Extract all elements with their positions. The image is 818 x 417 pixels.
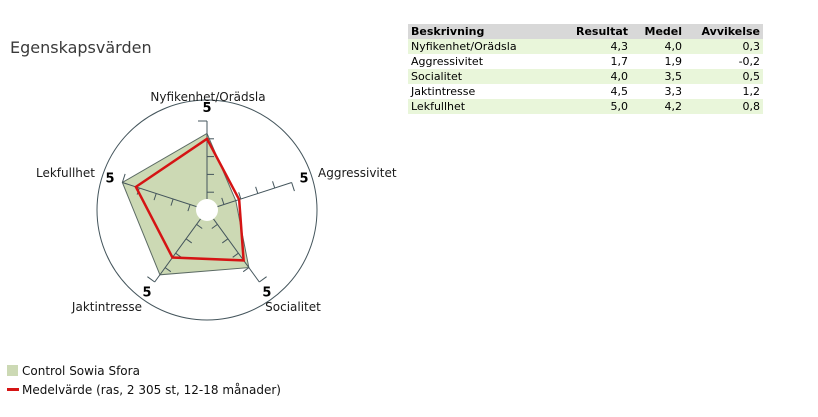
- table-row: Socialitet 4,0 3,5 0,5: [408, 69, 764, 84]
- axis-max-label: 5: [299, 171, 308, 186]
- axis-label: Jaktintresse: [71, 300, 142, 314]
- axis-max-label: 5: [262, 286, 271, 301]
- column-header-beskrivning: Beskrivning: [411, 25, 485, 38]
- radar-chart: 55555Nyfikenhet/OrädslaAggressivitetSoci…: [36, 90, 397, 321]
- row-label: Aggressivitet: [411, 55, 484, 68]
- axis-tick: [153, 193, 157, 201]
- axis-label: Socialitet: [265, 300, 321, 314]
- table-row: Nyfikenhet/Orädsla 4,3 4,0 0,3: [408, 39, 764, 54]
- axis-label: Lekfullhet: [36, 166, 95, 180]
- table-body: Nyfikenhet/Orädsla 4,3 4,0 0,3 Aggressivitet…: [408, 39, 764, 114]
- chart-legend: Control Sowia Sfora Medelvärde (ras, 2 3…: [7, 363, 281, 401]
- axis-tick: [272, 181, 276, 189]
- area-swatch-icon: [7, 365, 18, 376]
- row-value: 1,2: [742, 85, 761, 98]
- row-value: 1,9: [664, 55, 683, 68]
- axis-end-cap: [291, 182, 295, 192]
- row-value: 0,8: [742, 100, 761, 113]
- row-value: -0,2: [738, 55, 761, 68]
- column-header-resultat: Resultat: [576, 25, 629, 38]
- axis-end-cap: [121, 173, 126, 183]
- legend-label: Control Sowia Sfora: [22, 363, 140, 378]
- axis-end-cap: [259, 276, 267, 283]
- row-label: Lekfullhet: [411, 100, 466, 113]
- radar-outer-circle: [96, 99, 318, 321]
- row-value: 0,3: [742, 40, 761, 53]
- row-label: Nyfikenhet/Orädsla: [411, 40, 517, 53]
- axis-tick: [170, 198, 174, 206]
- table-row: Jaktintresse 4,5 3,3 1,2: [408, 84, 764, 99]
- radar-axis: [154, 218, 201, 283]
- row-value: 4,0: [664, 40, 683, 53]
- line-swatch-icon: [7, 388, 19, 391]
- row-label: Socialitet: [411, 70, 463, 83]
- radar-axis: [217, 182, 292, 208]
- axis-tick: [238, 192, 242, 200]
- axis-tick: [242, 267, 250, 273]
- result-area: [121, 132, 250, 276]
- row-value: 3,3: [664, 85, 683, 98]
- mean-line: [134, 136, 245, 262]
- legend-item-mean: Medelvärde (ras, 2 305 st, 12-18 månader…: [7, 382, 281, 397]
- axis-tick: [187, 204, 191, 212]
- axis-tick: [196, 223, 203, 229]
- table-header: Beskrivning Resultat Medel Avvikelse: [408, 24, 764, 39]
- legend-label: Medelvärde (ras, 2 305 st, 12-18 månader…: [22, 382, 281, 397]
- row-value: 0,5: [742, 70, 761, 83]
- axis-tick: [255, 186, 259, 194]
- row-value: 3,5: [664, 70, 683, 83]
- axis-tick: [221, 197, 225, 205]
- row-value: 4,3: [610, 40, 629, 53]
- axis-max-label: 5: [202, 101, 211, 116]
- table-header-row: Beskrivning Resultat Medel Avvikelse: [408, 24, 764, 39]
- table-row: Lekfullhet 5,0 4,2 0,8: [408, 99, 764, 114]
- axis-tick: [164, 267, 172, 273]
- row-value: 1,7: [610, 55, 629, 68]
- axis-tick: [185, 238, 193, 244]
- legend-item-series: Control Sowia Sfora: [7, 363, 281, 378]
- axis-end-cap: [147, 276, 155, 283]
- row-value: 4,0: [610, 70, 629, 83]
- axis-tick: [232, 252, 239, 258]
- axis-max-label: 5: [105, 171, 114, 186]
- axis-label: Aggressivitet: [318, 166, 397, 180]
- radar-axis: [213, 218, 260, 283]
- axis-label: Nyfikenhet/Orädsla: [150, 90, 265, 104]
- radar-center-hole: [196, 199, 218, 221]
- page-title: Egenskapsvärden: [10, 38, 152, 57]
- row-value: 5,0: [610, 100, 629, 113]
- axis-tick: [211, 223, 218, 229]
- results-table: Beskrivning Resultat Medel Avvikelse Nyfike…: [408, 24, 764, 114]
- axis-max-label: 5: [143, 286, 152, 301]
- row-value: 4,5: [610, 85, 629, 98]
- axis-tick: [221, 238, 229, 244]
- row-label: Jaktintresse: [411, 85, 476, 98]
- table-row: Aggressivitet 1,7 1,9 -0,2: [408, 54, 764, 69]
- column-header-avvikelse: Avvikelse: [701, 25, 761, 38]
- row-value: 4,2: [664, 100, 683, 113]
- column-header-medel: Medel: [644, 25, 683, 38]
